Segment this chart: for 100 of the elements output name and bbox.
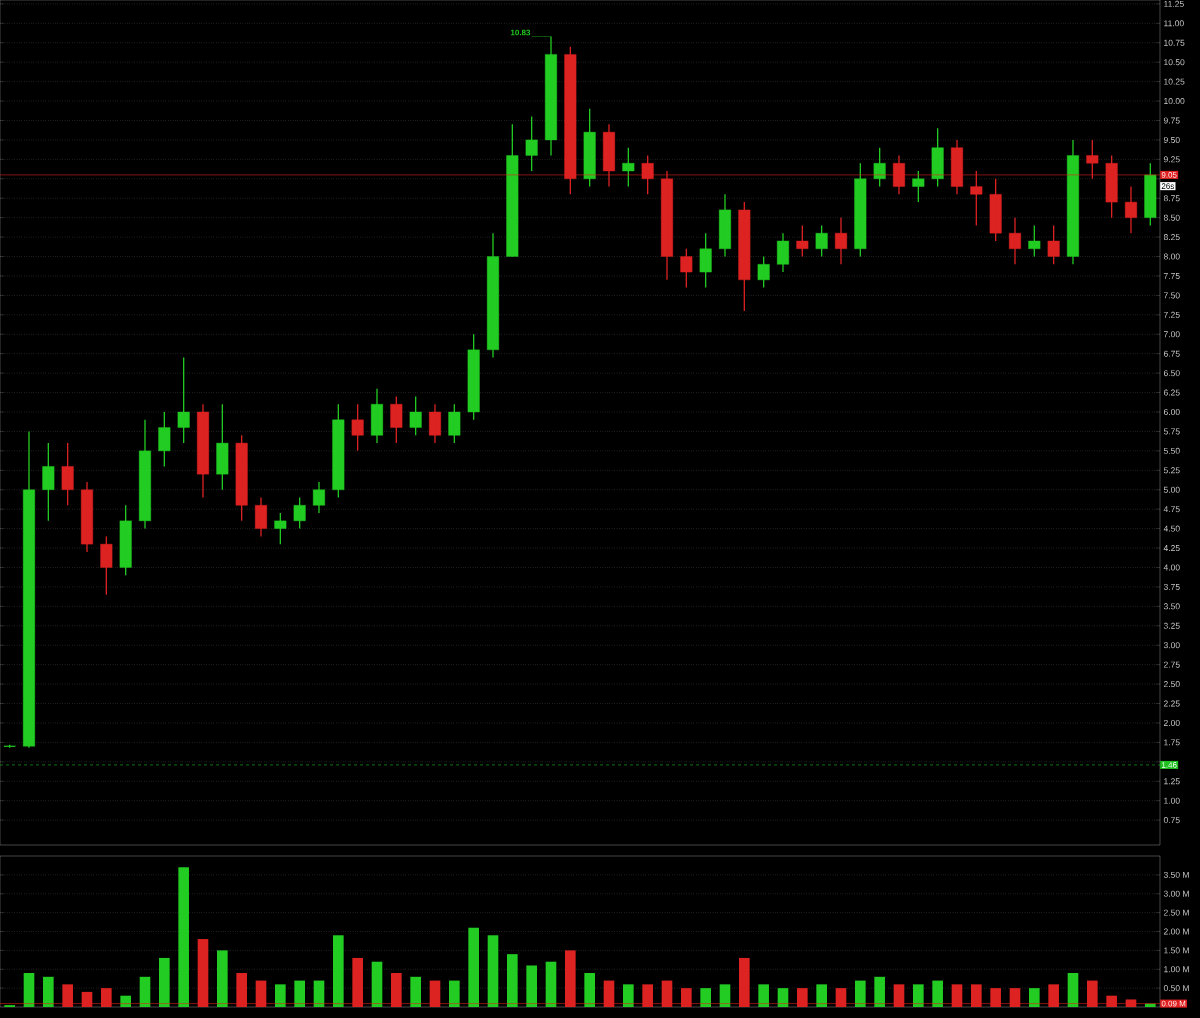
y-tick-label: 8.00 bbox=[1163, 253, 1180, 260]
y-tick-label: 4.25 bbox=[1163, 545, 1180, 552]
bar bbox=[449, 980, 460, 1007]
y-tick-label: 1.25 bbox=[1164, 778, 1180, 785]
candlestick bbox=[1144, 162, 1157, 227]
bar bbox=[507, 954, 518, 1007]
bar bbox=[139, 976, 151, 1007]
candlestick bbox=[409, 395, 422, 436]
y-tick-label: 3.00 bbox=[1163, 642, 1180, 649]
candlestick bbox=[757, 255, 770, 289]
bar bbox=[874, 976, 885, 1007]
candlestick bbox=[680, 248, 693, 289]
bar bbox=[623, 984, 634, 1007]
annotation: 10.83 bbox=[510, 29, 531, 36]
y-tick-label: 2.50 M bbox=[1163, 909, 1189, 916]
candlestick bbox=[216, 403, 229, 491]
bar bbox=[43, 976, 54, 1007]
candlestick bbox=[274, 512, 287, 545]
candlestick bbox=[1028, 224, 1041, 258]
y-tick-label: 1.50 M bbox=[1164, 947, 1189, 954]
y-tick-label: 1.00 M bbox=[1164, 966, 1189, 973]
y-tick-label: 6.75 bbox=[1163, 350, 1180, 357]
bar bbox=[333, 935, 344, 1007]
bar bbox=[719, 984, 731, 1007]
y-tick-label: 5.75 bbox=[1163, 428, 1180, 435]
bar bbox=[294, 980, 305, 1007]
y-tick-label: 6.50 bbox=[1163, 370, 1180, 377]
candlestick bbox=[796, 224, 809, 258]
bar bbox=[23, 973, 35, 1007]
bar bbox=[855, 980, 866, 1007]
y-tick-label: 5.00 bbox=[1163, 486, 1180, 493]
candlestick bbox=[989, 178, 1002, 242]
bar bbox=[1067, 973, 1079, 1007]
candlestick bbox=[177, 356, 190, 444]
y-tick-label: 8.50 bbox=[1163, 214, 1180, 221]
y-tick-label: 7.00 bbox=[1163, 331, 1180, 338]
candlestick bbox=[525, 115, 538, 172]
y-tick-label: 1.75 bbox=[1164, 739, 1180, 746]
bar bbox=[487, 935, 499, 1007]
bar bbox=[217, 950, 228, 1007]
y-tick-label: 11.00 bbox=[1164, 20, 1184, 27]
y-tick-label: 2.50 bbox=[1163, 681, 1180, 688]
candlestick bbox=[738, 201, 751, 312]
y-tick-label: 8.75 bbox=[1163, 195, 1180, 202]
y-tick-label: 7.75 bbox=[1163, 272, 1180, 279]
candlestick bbox=[332, 403, 345, 499]
y-tick-label: 1.00 bbox=[1164, 797, 1180, 804]
y-tick-label: 10.50 bbox=[1164, 59, 1185, 66]
candlestick bbox=[622, 147, 635, 188]
y-tick-label: 0.50 M bbox=[1163, 985, 1189, 992]
bar bbox=[120, 995, 131, 1007]
bar bbox=[410, 976, 421, 1007]
ref-line-label: 1.46 bbox=[1162, 762, 1177, 768]
candlestick bbox=[61, 442, 74, 506]
candlestick bbox=[467, 333, 480, 421]
y-tick-label: 0.75 bbox=[1163, 817, 1180, 824]
y-tick-label: 10.25 bbox=[1164, 78, 1185, 85]
candlestick bbox=[158, 411, 171, 468]
y-tick-label: 8.25 bbox=[1163, 234, 1180, 241]
bar bbox=[545, 961, 557, 1007]
y-tick-label: 10.75 bbox=[1164, 39, 1185, 46]
y-tick-label: 2.75 bbox=[1163, 661, 1180, 668]
candlestick bbox=[235, 434, 248, 522]
candlestick bbox=[100, 535, 113, 596]
bar bbox=[777, 988, 789, 1007]
y-tick-label: 3.25 bbox=[1163, 622, 1180, 629]
bar bbox=[1029, 988, 1040, 1007]
candlestick bbox=[293, 496, 306, 530]
y-tick-label: 2.00 bbox=[1163, 719, 1180, 726]
bar bbox=[932, 980, 943, 1007]
bar bbox=[913, 984, 924, 1007]
y-tick-label: 3.50 M bbox=[1163, 871, 1189, 878]
y-tick-label: 5.25 bbox=[1163, 467, 1180, 474]
bar bbox=[371, 961, 383, 1007]
bar bbox=[816, 984, 827, 1007]
bar bbox=[758, 984, 769, 1007]
candlestick bbox=[448, 403, 461, 444]
y-tick-label: 7.50 bbox=[1163, 292, 1180, 299]
y-tick-label: 11.25 bbox=[1164, 0, 1184, 7]
bar bbox=[1145, 1003, 1156, 1007]
y-tick-label: 9.75 bbox=[1163, 117, 1180, 124]
bar bbox=[468, 927, 479, 1007]
y-tick-label: 6.00 bbox=[1163, 409, 1180, 415]
bar bbox=[159, 957, 170, 1007]
y-tick-label: 3.75 bbox=[1163, 583, 1180, 590]
ref-line-label: 9.05 bbox=[1161, 172, 1177, 178]
candlestick bbox=[1047, 224, 1060, 265]
y-tick-label: 3.00 M bbox=[1163, 890, 1189, 897]
bar bbox=[584, 973, 595, 1007]
candlestick bbox=[912, 170, 925, 203]
y-tick-label: 2.25 bbox=[1163, 700, 1180, 707]
candlestick bbox=[699, 232, 712, 289]
y-tick-label: 2.00 M bbox=[1163, 928, 1189, 935]
candlestick bbox=[583, 108, 596, 188]
candlestick bbox=[815, 224, 828, 258]
candlestick bbox=[42, 442, 55, 522]
y-tick-label: 3.50 bbox=[1163, 603, 1180, 610]
bar bbox=[526, 965, 537, 1007]
bar bbox=[275, 984, 286, 1007]
y-tick-label: 4.00 bbox=[1163, 564, 1180, 571]
